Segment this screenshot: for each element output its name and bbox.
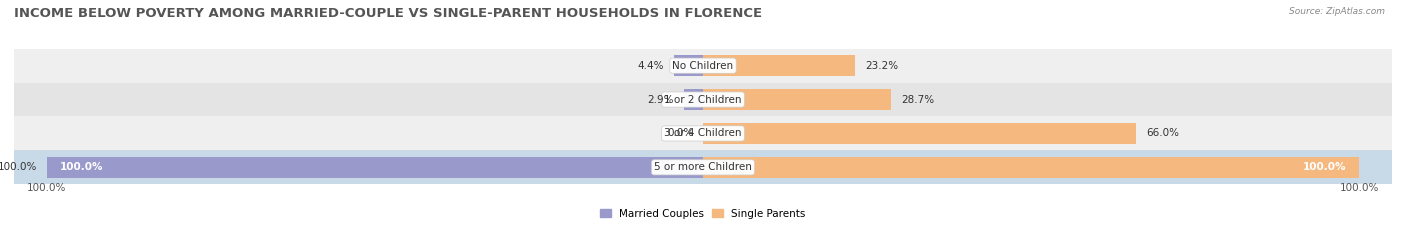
Bar: [46, 157, 703, 178]
Bar: [14, 49, 1392, 83]
Text: 100.0%: 100.0%: [1302, 162, 1346, 172]
Bar: [703, 55, 855, 76]
Bar: [14, 150, 1392, 184]
Text: INCOME BELOW POVERTY AMONG MARRIED-COUPLE VS SINGLE-PARENT HOUSEHOLDS IN FLORENC: INCOME BELOW POVERTY AMONG MARRIED-COUPL…: [14, 7, 762, 20]
Text: 2.9%: 2.9%: [648, 95, 673, 105]
Bar: [703, 123, 1136, 144]
Text: 1 or 2 Children: 1 or 2 Children: [664, 95, 742, 105]
Text: No Children: No Children: [672, 61, 734, 71]
Text: 5 or more Children: 5 or more Children: [654, 162, 752, 172]
Bar: [703, 89, 891, 110]
Text: 28.7%: 28.7%: [901, 95, 934, 105]
Bar: [683, 89, 703, 110]
Text: Source: ZipAtlas.com: Source: ZipAtlas.com: [1289, 7, 1385, 16]
Text: 100.0%: 100.0%: [60, 162, 104, 172]
Bar: [14, 116, 1392, 150]
Bar: [14, 83, 1392, 116]
Text: 3 or 4 Children: 3 or 4 Children: [664, 128, 742, 138]
Text: 4.4%: 4.4%: [638, 61, 664, 71]
Bar: [673, 55, 703, 76]
Text: 100.0%: 100.0%: [27, 183, 66, 193]
Legend: Married Couples, Single Parents: Married Couples, Single Parents: [600, 209, 806, 219]
Text: 0.0%: 0.0%: [666, 128, 693, 138]
Text: 100.0%: 100.0%: [0, 162, 37, 172]
Text: 23.2%: 23.2%: [865, 61, 898, 71]
Bar: [703, 157, 1360, 178]
Text: 66.0%: 66.0%: [1146, 128, 1178, 138]
Text: 100.0%: 100.0%: [1340, 183, 1379, 193]
